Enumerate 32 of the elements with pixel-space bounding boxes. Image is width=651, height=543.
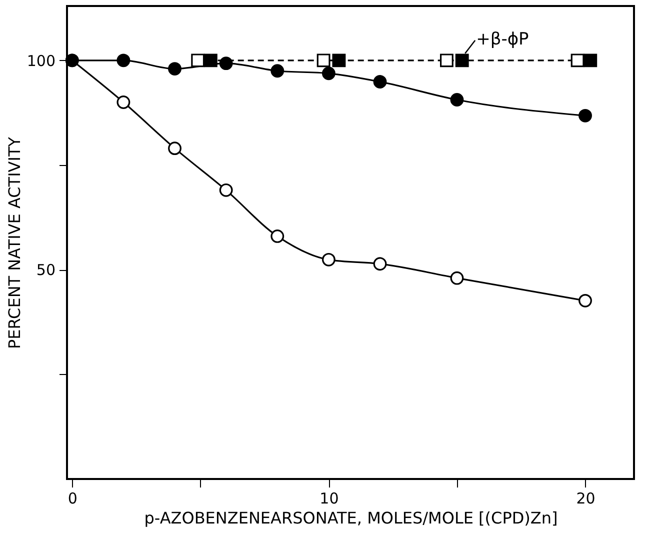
point — [373, 257, 387, 271]
point — [270, 230, 284, 243]
point — [168, 142, 182, 156]
y-axis-title: PERCENT NATIVE ACTIVITY — [4, 136, 24, 350]
point — [450, 271, 464, 285]
point — [191, 54, 205, 68]
point — [332, 54, 346, 68]
x-axis-title: p-AZOBENZENEARSONATE, MOLES/MOLE [(CPD)Zn] — [144, 508, 558, 528]
point — [578, 294, 592, 308]
point — [373, 75, 387, 88]
annotation: +β-ϕP — [476, 29, 529, 50]
x-tick-label: 10 — [320, 490, 339, 508]
point — [116, 54, 130, 68]
point — [204, 54, 218, 68]
point — [270, 64, 284, 78]
point — [219, 56, 233, 70]
x-tick-label: 0 — [68, 490, 78, 508]
point — [578, 108, 592, 122]
point — [168, 62, 182, 76]
point — [322, 252, 336, 266]
point — [116, 96, 130, 109]
point — [219, 183, 233, 197]
point — [570, 54, 584, 68]
y-tick-label: 50 — [36, 261, 56, 280]
point — [584, 54, 598, 68]
point — [322, 66, 336, 80]
point — [455, 54, 469, 68]
point — [450, 93, 464, 106]
x-tick-label: 20 — [576, 490, 596, 508]
y-tick-label: 100 — [26, 52, 56, 70]
point — [316, 54, 330, 68]
point — [440, 54, 454, 68]
